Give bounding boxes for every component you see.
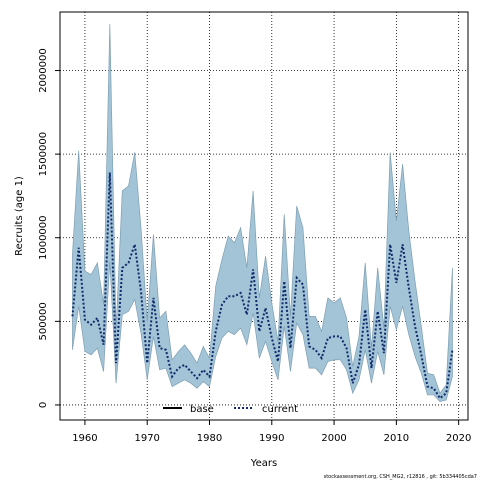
y-tick-label-500000: 500000 [38, 302, 49, 340]
series-line [71, 172, 454, 400]
y-axis-ticks: 0 500000 1000000 1500000 2000000 [38, 48, 60, 408]
plot-frame [59, 11, 469, 421]
series-line-0 [71, 172, 454, 400]
x-tick-label-1980: 1980 [197, 433, 222, 444]
confidence-band-0 [72, 23, 453, 403]
y-tick-label-0: 0 [38, 402, 49, 408]
x-tick-label-1960: 1960 [72, 433, 97, 444]
y-tick-label-2000000: 2000000 [38, 48, 49, 93]
confidence-band [72, 23, 453, 403]
x-tick-label-2020: 2020 [446, 433, 471, 444]
x-tick-label-1970: 1970 [134, 433, 159, 444]
legend-label-base: base [190, 404, 214, 415]
x-tick-label-1990: 1990 [259, 433, 284, 444]
legend: base current [163, 404, 298, 415]
legend-label-current: current [262, 404, 298, 415]
y-tick-label-1000000: 1000000 [38, 215, 49, 260]
footnote: stockassessment.org, CSH_MG2, r12816 , g… [324, 474, 477, 480]
x-axis-ticks: 1960 1970 1980 1990 2000 2010 2020 [72, 420, 471, 444]
y-tick-label-1500000: 1500000 [38, 132, 49, 177]
y-axis-title: Recruits (age 1) [14, 176, 25, 256]
x-tick-label-2000: 2000 [321, 433, 346, 444]
x-tick-label-2010: 2010 [384, 433, 409, 444]
x-axis-title: Years [250, 458, 277, 469]
